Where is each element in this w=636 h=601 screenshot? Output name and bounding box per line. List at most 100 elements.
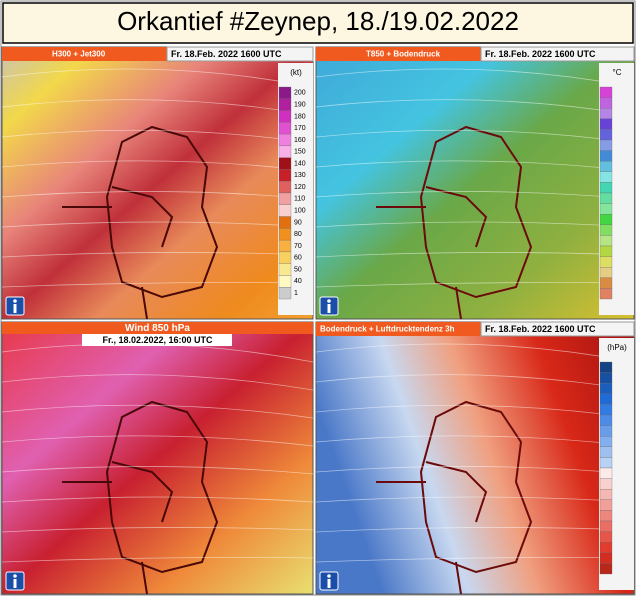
- legend-swatch: [599, 372, 613, 384]
- legend-swatch: [599, 446, 613, 458]
- isoline: [1, 404, 314, 419]
- legend-swatch: [278, 157, 292, 170]
- isoline: [1, 282, 314, 288]
- legend-swatch: [599, 171, 613, 183]
- legend-swatch: [599, 457, 613, 469]
- legend-swatch: [278, 133, 292, 147]
- info-stem: [327, 579, 331, 588]
- legend-swatch: [278, 98, 292, 111]
- isoline: [315, 374, 635, 391]
- legend-swatch: [599, 161, 613, 172]
- legend-swatch: [278, 181, 292, 194]
- legend-swatch: [599, 489, 613, 500]
- legend-swatch: [599, 467, 613, 479]
- country-border: [105, 125, 219, 299]
- info-dot: [13, 574, 17, 578]
- info-dot: [327, 299, 331, 303]
- legend-swatch: [599, 404, 613, 416]
- info-dot: [327, 574, 331, 578]
- isoline: [315, 343, 635, 363]
- title: Orkantief #Zeynep, 18./19.02.2022: [117, 6, 519, 36]
- legend-label: 150: [294, 149, 306, 156]
- header-bar: [316, 322, 481, 336]
- legend-label: 60: [294, 255, 302, 262]
- header-bar: [2, 322, 313, 334]
- legend-swatch: [278, 228, 292, 241]
- map-panel: T850 + Bodendruck Fr. 18.Feb. 2022 1600 U…: [315, 46, 635, 320]
- country-border: [105, 400, 219, 574]
- legend-swatch: [599, 267, 613, 278]
- legend-swatch: [599, 150, 613, 162]
- isoline: [315, 557, 635, 563]
- time-box: [480, 46, 635, 62]
- legend-swatch: [599, 224, 613, 236]
- legend-unit: (kt): [290, 68, 302, 77]
- country-border: [419, 125, 533, 299]
- legend-swatch: [278, 169, 292, 182]
- legend-swatch: [599, 542, 613, 553]
- legend-swatch: [599, 383, 613, 394]
- legend-label: 70: [294, 243, 302, 250]
- legend-label: 170: [294, 125, 306, 132]
- legend-swatch: [599, 118, 613, 130]
- legend-swatch: [599, 414, 613, 426]
- legend-swatch: [278, 86, 292, 99]
- legend-swatch: [599, 277, 613, 289]
- isoline: [315, 496, 635, 503]
- legend-label: 120: [294, 184, 306, 191]
- header-bar: [2, 47, 167, 61]
- legend-label: 190: [294, 102, 306, 109]
- legend-swatch: [599, 86, 613, 98]
- legend-swatch: [599, 425, 613, 437]
- legend-swatch: [278, 239, 292, 253]
- legend-swatch: [599, 531, 613, 543]
- isoline: [315, 68, 635, 88]
- isoline: [1, 435, 314, 447]
- legend-label: 200: [294, 90, 306, 97]
- isoline: [315, 435, 635, 447]
- legend-label: 160: [294, 137, 306, 144]
- legend-label: 100: [294, 208, 306, 215]
- isoline: [1, 160, 314, 172]
- legend-swatch: [599, 192, 613, 204]
- legend-swatch: [599, 436, 613, 447]
- isoline: [315, 160, 635, 172]
- legend-label: 90: [294, 219, 302, 226]
- legend-label: 80: [294, 231, 302, 238]
- legend-swatch: [599, 510, 613, 522]
- isoline: [1, 221, 314, 228]
- isoline: [1, 527, 314, 533]
- isoline: [315, 252, 635, 258]
- map-image: [1, 321, 314, 595]
- map-image: [1, 46, 314, 320]
- time-box: [480, 321, 635, 337]
- isoline: [315, 99, 635, 116]
- legend-swatch: [599, 129, 613, 141]
- legend-swatch: [599, 214, 613, 225]
- isoline: [315, 282, 635, 288]
- isoline: [315, 221, 635, 228]
- legend-swatch: [599, 520, 613, 532]
- panel-time: Fr. 18.Feb. 2022 1600 UTC: [485, 49, 596, 59]
- country-border: [62, 461, 174, 595]
- legend-swatch: [278, 287, 292, 300]
- legend-swatch: [599, 563, 613, 575]
- legend-swatch: [599, 139, 613, 151]
- isoline: [315, 527, 635, 533]
- legend-swatch: [599, 245, 613, 257]
- isoline: [1, 374, 314, 391]
- isoline: [1, 466, 314, 475]
- map-panel: H300 + Jet300 Fr. 18.Feb. 2022 1600 UTC (k…: [1, 46, 314, 320]
- legend-swatch: [278, 192, 292, 205]
- panel-label: Wind 850 hPa: [125, 323, 190, 334]
- legend-swatch: [278, 145, 292, 158]
- legend-swatch: [599, 97, 613, 109]
- isoline: [1, 68, 314, 88]
- header-bar: [316, 47, 481, 61]
- legend-swatch: [599, 182, 613, 194]
- country-border: [62, 186, 174, 320]
- legend-label: 140: [294, 160, 306, 167]
- isoline: [315, 466, 635, 475]
